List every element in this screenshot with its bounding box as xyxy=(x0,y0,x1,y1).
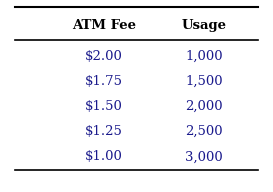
Text: 1,000: 1,000 xyxy=(185,50,223,63)
Text: 3,000: 3,000 xyxy=(185,150,223,163)
Text: $1.00: $1.00 xyxy=(85,150,123,163)
Text: $1.75: $1.75 xyxy=(85,75,123,88)
Text: 1,500: 1,500 xyxy=(185,75,223,88)
Text: Usage: Usage xyxy=(182,19,227,32)
Text: 2,000: 2,000 xyxy=(185,100,223,113)
Text: $1.50: $1.50 xyxy=(85,100,123,113)
Text: $1.25: $1.25 xyxy=(85,125,123,138)
Text: 2,500: 2,500 xyxy=(185,125,223,138)
Text: $2.00: $2.00 xyxy=(85,50,123,63)
Text: ATM Fee: ATM Fee xyxy=(72,19,136,32)
